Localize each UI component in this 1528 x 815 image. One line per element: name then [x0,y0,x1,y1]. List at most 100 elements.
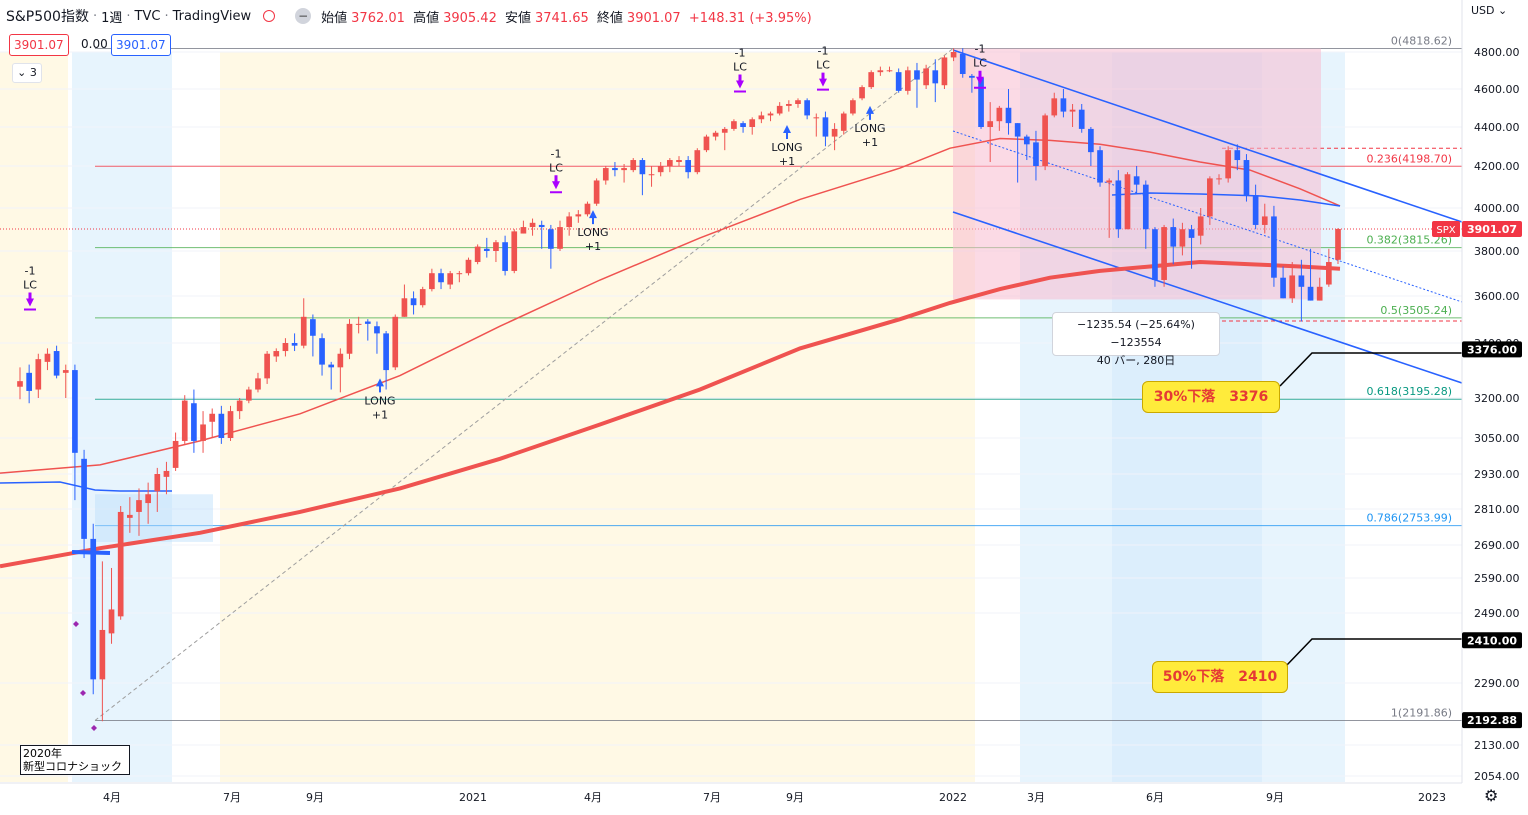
candle [1069,109,1076,112]
price-tag-label: 3901.07 [1467,223,1517,236]
candle [548,229,554,249]
candle [1115,180,1122,230]
chart-header: S&P500指数 · 1週 · TVC · TradingView − 始値 37… [6,5,816,27]
signal-label: LC [973,57,987,70]
candle [978,77,984,127]
callout-50-percent: 50%下落 2410 [1152,661,1288,693]
candle [291,343,298,346]
candle [639,160,646,175]
target-50-line [1285,638,1462,667]
ma-fast-line [0,137,1341,474]
candle [172,440,179,468]
x-tick-label: 7月 [223,791,241,804]
candle [44,353,51,362]
currency-dropdown[interactable]: USD ⌄ [1471,4,1508,17]
candle [795,100,801,104]
candle [383,333,389,371]
candle [264,353,270,379]
interval-label[interactable]: 1週 [101,10,123,26]
candle [355,323,362,325]
candle [694,150,701,173]
candle [72,370,78,453]
lc-signal: -1LC [973,43,987,89]
symbol-title[interactable]: S&P500指数 [6,9,89,25]
y-tick-label: 3800.00 [1474,245,1520,258]
candle [447,273,454,285]
indicator-collapse-button[interactable]: ⌄ 3 [12,63,42,83]
candle [703,136,710,151]
candle [337,353,344,368]
lc-signal: -1LC [23,264,37,311]
channel-upper [952,49,1463,223]
minus-icon[interactable]: − [295,8,312,24]
price-tag [1462,220,1522,237]
candle [108,609,115,634]
long-signal: LONG+1 [854,105,886,149]
fib-label: 0.236(4198.70) [1366,152,1452,165]
candle [429,273,435,290]
up-arrow-icon [866,105,874,120]
candle [218,413,225,438]
price-tag [1462,712,1522,729]
price-axis[interactable] [1462,0,1528,815]
candle [53,351,60,376]
candle [136,500,142,512]
sell-price-box[interactable]: 3901.07 [9,34,69,56]
high-value: 3905.42 [443,10,497,26]
diamond-marker [80,690,86,696]
candle [648,174,655,176]
candle [35,359,42,390]
candle [1133,176,1140,185]
candle [1078,109,1085,129]
signal-label: +1 [372,408,388,421]
candle [987,121,994,127]
down-arrow-icon [24,292,36,311]
candle [145,494,151,504]
candle [465,259,472,274]
long-signal: LONG+1 [577,210,609,253]
candle [877,70,884,73]
y-tick-label: 3050.00 [1474,432,1520,445]
candle [1252,195,1259,225]
price-tag-label: 2410.00 [1467,634,1517,647]
ma-slow-line [0,259,1341,569]
candle [419,289,426,306]
candle [1197,216,1204,236]
candle [1106,180,1113,183]
candle [502,242,508,271]
candle [1179,229,1186,247]
buy-price-box[interactable]: 3901.07 [111,34,171,56]
fib-label: 0.382(3815.26) [1366,234,1452,247]
candle [621,168,627,171]
price-tag-label: 2192.88 [1467,714,1517,727]
candle [1124,174,1131,230]
candle [831,128,838,137]
candle [1023,136,1030,145]
candle [1243,160,1250,196]
channel-lower [952,211,1463,384]
season-band [0,52,68,782]
signal-label: LC [816,59,830,72]
measure-tooltip: −1235.54 (−25.64%) −123554 40 バー, 280日 [1052,312,1220,367]
candle [392,316,399,368]
price-tag-label: 3376.00 [1467,343,1517,356]
candle [1261,216,1268,225]
down-arrow-icon [550,175,562,194]
candle [557,227,563,249]
candle [685,160,691,173]
candle [749,119,756,127]
time-axis[interactable] [0,783,1462,815]
gear-icon[interactable]: ⚙ [1484,786,1499,805]
candle [612,168,618,171]
price-tag [1462,632,1522,649]
season-band [72,52,172,782]
candle [26,372,32,391]
signal-label: LONG [771,141,802,154]
y-tick-label: 4200.00 [1474,160,1520,173]
candle [126,514,133,518]
candle [81,458,87,539]
lc-signal: -1LC [816,45,830,91]
candle [310,319,316,336]
candle [1316,286,1323,301]
